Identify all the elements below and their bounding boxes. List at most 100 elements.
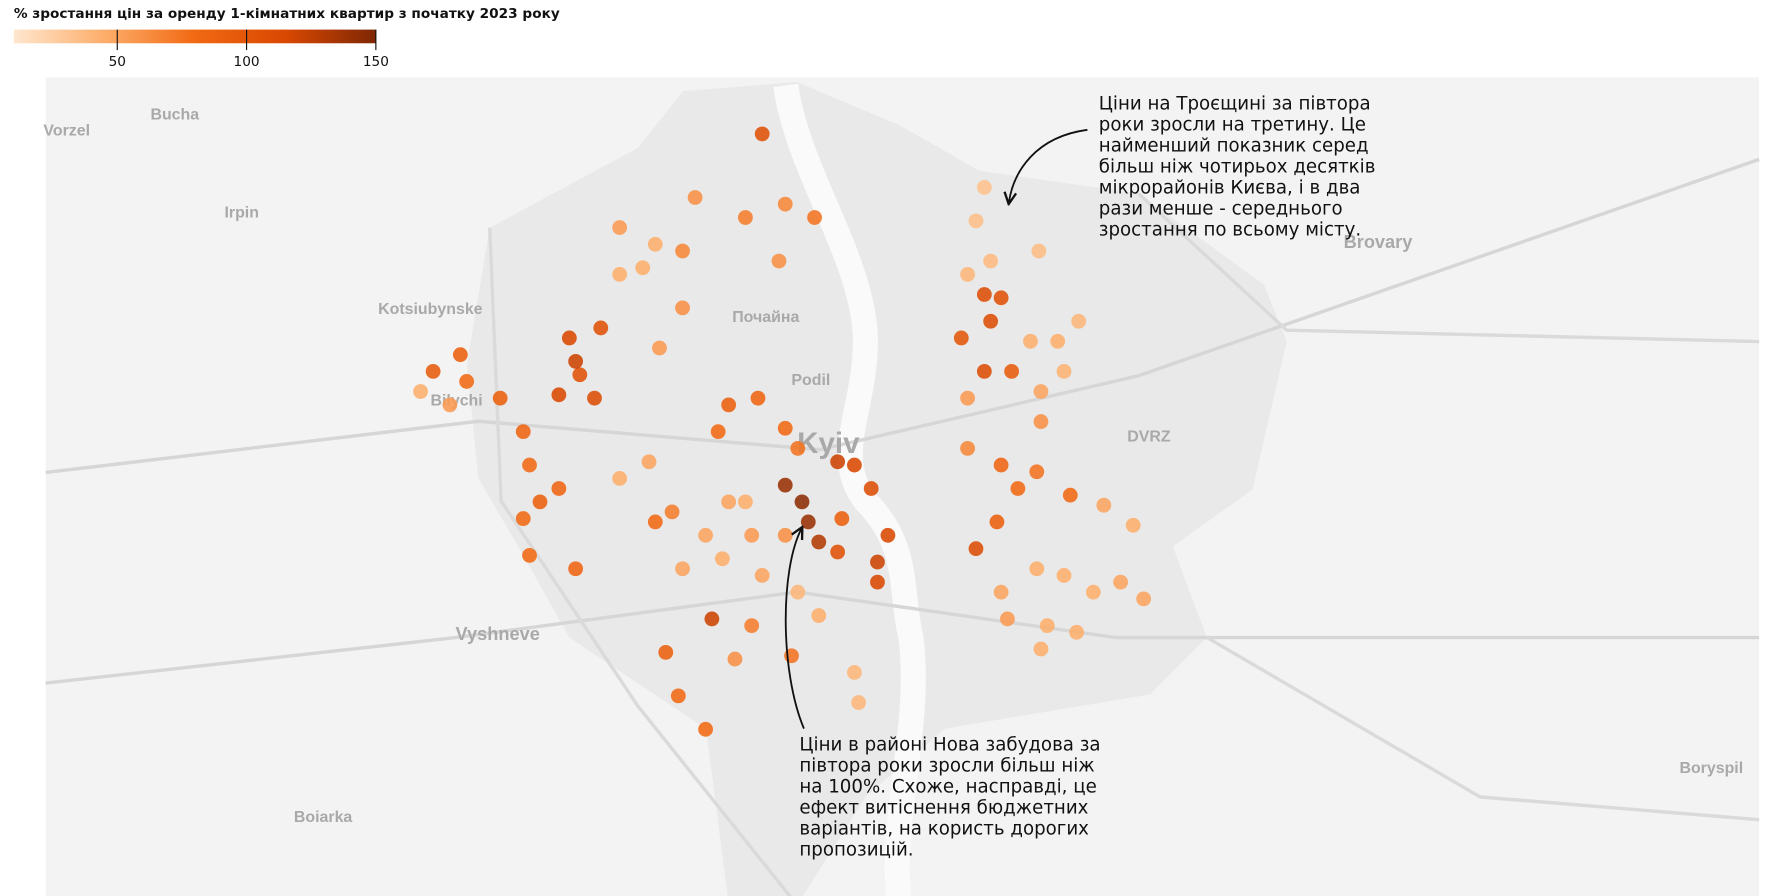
rent-dot [1033, 384, 1049, 399]
rent-dot [968, 541, 984, 557]
place-label: Irpin [224, 204, 258, 221]
rent-dot [1010, 481, 1026, 496]
annotation-line: найменший показник серед [1099, 135, 1369, 156]
annotation-line: зростання по всьому місту. [1099, 220, 1361, 241]
rent-dot [1056, 364, 1072, 379]
annotation-line: роки зросли на третину. Це [1099, 114, 1366, 135]
rent-dot [515, 424, 531, 440]
rent-dot [811, 608, 827, 623]
rent-dot [522, 547, 537, 563]
rent-dot [794, 494, 810, 510]
place-labels: Bucha Vorzel Irpin Kotsiubynske Bilychi … [43, 107, 1743, 826]
rent-dot [1033, 641, 1049, 657]
rent-dot [800, 514, 816, 530]
rent-dot [572, 367, 588, 383]
rent-dot [830, 454, 846, 470]
rent-dot [612, 471, 628, 486]
rent-dot [568, 561, 584, 577]
rent-dot [738, 494, 753, 510]
rent-dot [1069, 624, 1084, 640]
rent-dot [863, 481, 879, 496]
rent-dot [721, 397, 737, 413]
color-bar [13, 29, 376, 44]
rent-dot [413, 384, 428, 399]
legend: % зростання цін за оренду 1-кімнатних кв… [13, 6, 560, 70]
annotation-line: рази менше - середнього [1099, 199, 1343, 220]
rent-dot [698, 527, 713, 543]
rent-dot [830, 544, 846, 560]
rent-dot [880, 527, 896, 543]
rent-dot [698, 721, 713, 737]
rent-dot [1071, 313, 1087, 329]
annotation-line: Ціни в районі Нова забудова за [799, 734, 1100, 755]
rent-dot [847, 665, 862, 680]
rent-dot [532, 494, 548, 510]
rent-dot [515, 511, 531, 526]
rent-dot [847, 457, 862, 473]
annotation-arrow [1009, 128, 1088, 203]
rent-dot [1029, 464, 1045, 480]
rent-dot [551, 481, 567, 496]
rent-dot [976, 287, 992, 302]
rent-dot [960, 440, 975, 456]
place-label: Почайна [732, 309, 799, 326]
rent-dot [593, 320, 609, 336]
rent-dot [675, 561, 690, 577]
rent-dot [704, 611, 720, 627]
place-label: DVRZ [1127, 429, 1171, 446]
rent-dot [989, 514, 1005, 530]
rent-dot [1029, 561, 1045, 577]
rent-dot [1031, 243, 1047, 259]
place-label: Brovary [1344, 232, 1414, 252]
rent-dot [811, 534, 827, 550]
rent-dot [652, 340, 667, 356]
rent-dot [641, 454, 657, 470]
rent-dot [777, 196, 793, 212]
rent-dot [670, 688, 686, 704]
rent-dot [647, 514, 663, 530]
legend-tick-label: 50 [109, 54, 126, 70]
legend-tick-label: 100 [234, 54, 260, 70]
annotation: Ціни в районі Нова забудова за півтора ро… [799, 734, 1100, 860]
rent-dot [714, 551, 730, 567]
rent-dot [721, 494, 737, 510]
rent-dot [635, 260, 651, 276]
rent-dot [1056, 568, 1072, 583]
rent-dot [1023, 333, 1038, 349]
rent-dot [983, 313, 999, 329]
place-label: Vyshneve [456, 624, 540, 644]
rent-dot [870, 574, 885, 590]
annotation-line: ефект витіснення бюджетних [799, 797, 1088, 818]
rent-dot [834, 511, 850, 526]
rent-dot [777, 420, 793, 436]
rent-dot [710, 424, 726, 440]
rent-dot [1136, 591, 1152, 607]
rent-dot [1000, 611, 1015, 627]
place-label: Boiarka [294, 809, 353, 826]
rent-dot [442, 397, 458, 413]
rent-dot [561, 330, 577, 346]
rent-dot [647, 236, 663, 252]
annotation: Ціни на Троєщині за півтора роки зросли н… [1099, 93, 1376, 240]
annotation-line: Ціни на Троєщині за півтора [1099, 93, 1371, 114]
place-label: Kotsiubynske [378, 301, 483, 318]
annotation-line: варіантів, на користь дорогих [799, 819, 1089, 840]
rent-dot [1125, 517, 1141, 533]
rent-dot [675, 243, 690, 259]
rent-dot [851, 695, 866, 710]
rent-dot [664, 504, 680, 520]
place-label: Boryspil [1679, 760, 1743, 777]
rent-dot [568, 353, 584, 369]
legend-tick-label: 150 [363, 54, 389, 70]
annotations: Ціни на Троєщині за півтора роки зросли н… [784, 93, 1376, 861]
rent-dot [983, 253, 999, 269]
rent-dot [658, 644, 674, 660]
rent-dot [976, 180, 992, 195]
rent-dot [1004, 364, 1020, 379]
rent-dot [790, 440, 806, 456]
rent-dot [754, 568, 770, 583]
annotation-line: півтора роки зросли більш ніж [799, 755, 1094, 776]
rent-dot [551, 387, 567, 403]
rent-dot [1050, 333, 1066, 349]
